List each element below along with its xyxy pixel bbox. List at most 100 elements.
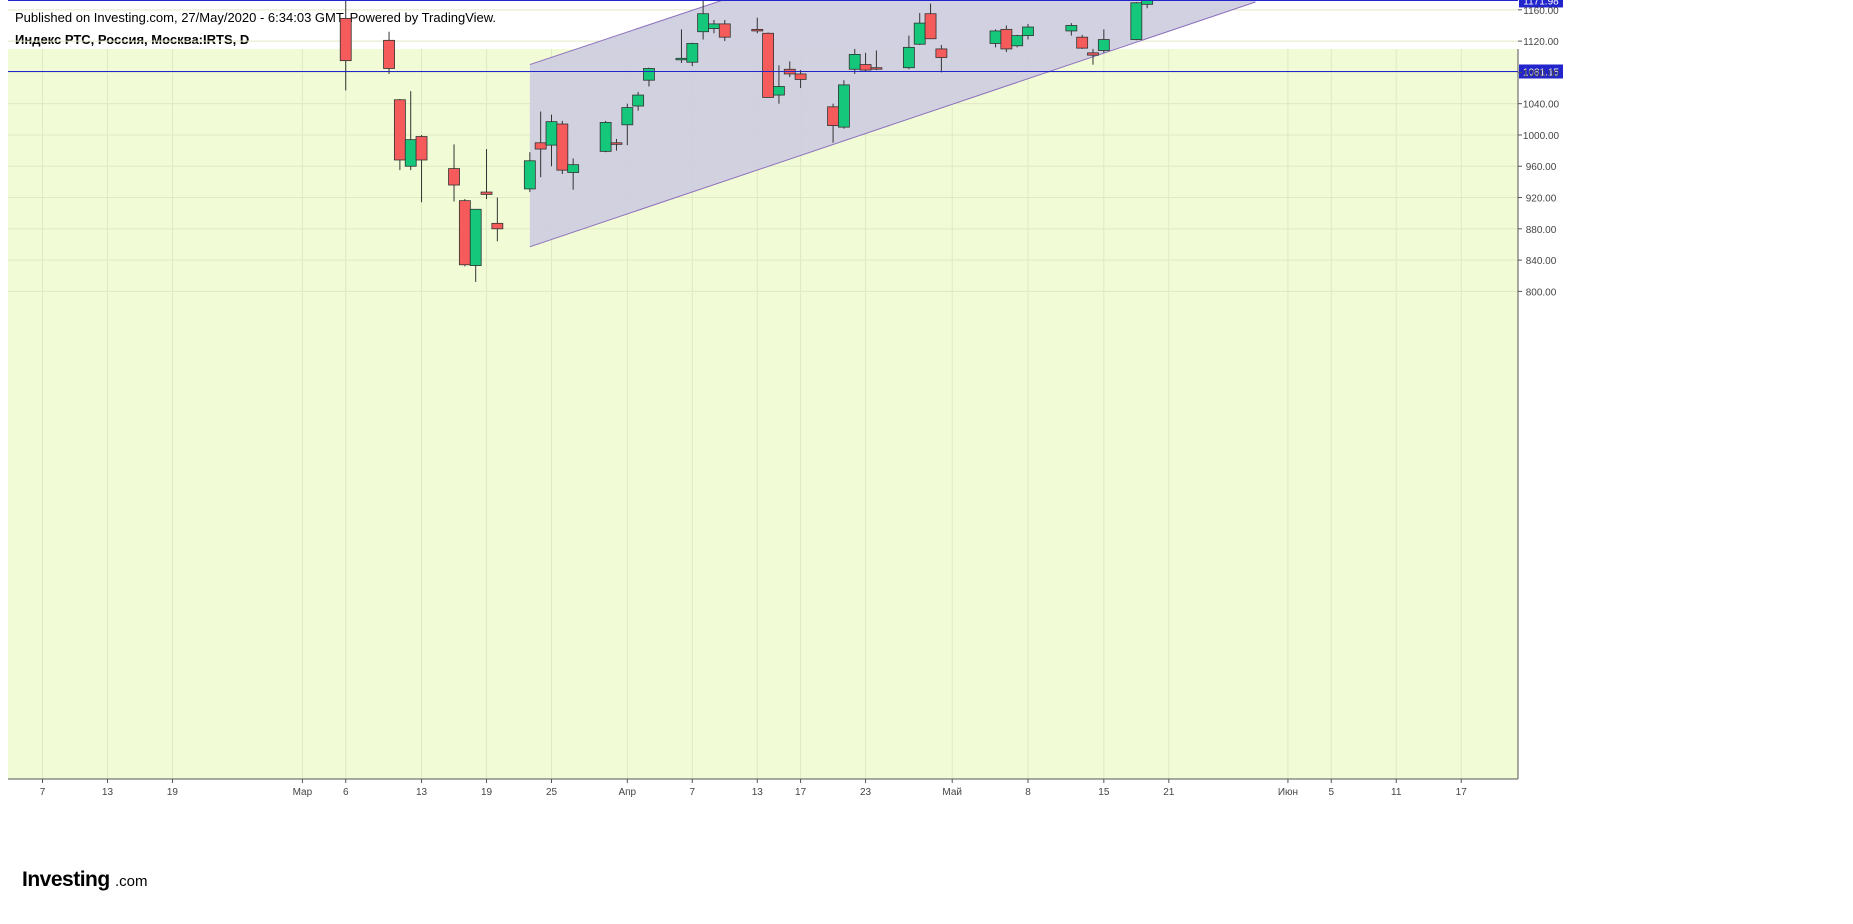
- x-tick-label: 5: [1328, 787, 1334, 798]
- channel-lower-line[interactable]: [529, 1, 1256, 248]
- candle-body: [1000, 28, 1013, 50]
- candle-body: [1065, 25, 1078, 32]
- candle-bear[interactable]: [458, 199, 471, 267]
- candle-bull[interactable]: [838, 80, 850, 129]
- candle-bear[interactable]: [1087, 48, 1099, 65]
- candle-bull[interactable]: [632, 91, 645, 111]
- candle-bear[interactable]: [415, 134, 428, 203]
- x-tick-label: 17: [1456, 787, 1468, 798]
- candle-bear[interactable]: [718, 19, 731, 42]
- candle-body: [632, 94, 645, 107]
- candle-body: [448, 168, 460, 186]
- y-tick-label: 1000.00: [1523, 131, 1560, 142]
- candles: [339, 0, 1159, 283]
- candle-body: [935, 48, 948, 58]
- candle-body: [708, 23, 720, 29]
- candle-body: [913, 22, 926, 45]
- candle-bull[interactable]: [599, 120, 612, 153]
- candle-body: [480, 191, 493, 195]
- candle-bear[interactable]: [491, 197, 504, 242]
- candle-bear[interactable]: [610, 138, 623, 151]
- candle-body: [383, 39, 395, 69]
- candle-body: [1097, 39, 1110, 51]
- candle-body: [567, 164, 580, 173]
- candle-bull[interactable]: [686, 42, 699, 67]
- candle-bull[interactable]: [1011, 34, 1024, 48]
- x-tick-label: Мар: [293, 787, 313, 798]
- x-tick-label: 7: [690, 787, 696, 798]
- candle-body: [989, 30, 1002, 44]
- candle-bear[interactable]: [870, 50, 883, 71]
- published-note: Published on Investing.com, 27/May/2020 …: [15, 10, 497, 25]
- y-tick-label: 960.00: [1526, 162, 1557, 173]
- candle-bull[interactable]: [643, 67, 655, 87]
- candle-bear[interactable]: [751, 17, 764, 34]
- candle-bear[interactable]: [1000, 25, 1013, 53]
- investing-logo: Investing .com: [22, 868, 148, 891]
- candle-body: [1141, 0, 1154, 5]
- candle-bear[interactable]: [935, 45, 948, 73]
- candle-bear[interactable]: [480, 149, 493, 200]
- candle-bull[interactable]: [1022, 23, 1034, 40]
- candle-bear[interactable]: [1076, 34, 1089, 49]
- candle-bear[interactable]: [339, 0, 352, 91]
- candle-body: [415, 136, 428, 161]
- x-tick-label: Май: [942, 787, 962, 798]
- candle-bull[interactable]: [469, 208, 482, 283]
- candle-bull[interactable]: [697, 0, 710, 40]
- candle-body: [610, 142, 623, 145]
- candle-bear[interactable]: [393, 98, 406, 171]
- candle-body: [870, 67, 883, 70]
- candle-bull[interactable]: [1097, 29, 1110, 53]
- axes: 800.00 840.00 880.00 920.00 960.00 1000.00 104…: [8, 6, 1560, 798]
- y-tick-label: 1120.00: [1523, 37, 1559, 48]
- candle-bear[interactable]: [534, 111, 547, 178]
- candle-body: [1130, 2, 1143, 40]
- watermark-suffix: .com: [115, 873, 148, 890]
- candle-bull[interactable]: [1141, 0, 1154, 9]
- candle-body: [469, 208, 482, 266]
- channel-upper-line[interactable]: [529, 0, 1256, 66]
- candle-bull[interactable]: [523, 152, 536, 193]
- candle-bear[interactable]: [383, 31, 395, 74]
- candle-body: [458, 200, 471, 266]
- candle-bull[interactable]: [1130, 1, 1143, 41]
- candle-body: [751, 28, 764, 32]
- watermark-brand: Investing: [22, 868, 110, 891]
- candle-bear[interactable]: [794, 70, 807, 89]
- candle-body: [902, 46, 915, 69]
- candle-body: [1076, 36, 1089, 49]
- candle-body: [643, 68, 655, 81]
- candle-bear[interactable]: [762, 32, 774, 98]
- candle-bull[interactable]: [902, 35, 915, 70]
- x-tick-label: 8: [1025, 787, 1031, 798]
- y-tick-label: 800.00: [1526, 287, 1557, 298]
- x-tick-label: 13: [416, 787, 428, 798]
- candle-body: [762, 32, 774, 98]
- y-tick-label: 840.00: [1526, 256, 1557, 267]
- candle-body: [491, 222, 504, 230]
- candle-body: [686, 43, 699, 63]
- candle-body: [1011, 35, 1024, 47]
- x-tick-label: 25: [546, 787, 558, 798]
- candle-body: [545, 121, 558, 146]
- candle-bull[interactable]: [1065, 23, 1078, 36]
- candle-body: [859, 64, 872, 71]
- x-tick-label: 17: [795, 787, 807, 798]
- x-tick-label: 23: [860, 787, 872, 798]
- candle-body: [827, 106, 839, 126]
- drawings: [529, 0, 1256, 248]
- candle-bull[interactable]: [621, 103, 634, 146]
- level-tag: [1519, 0, 1563, 8]
- candle-bear[interactable]: [924, 3, 937, 40]
- x-tick-label: Июн: [1278, 787, 1298, 798]
- candle-bear[interactable]: [448, 144, 460, 202]
- candle-body: [838, 84, 850, 128]
- x-tick-label: 7: [40, 787, 46, 798]
- candle-bull[interactable]: [567, 158, 580, 190]
- candle-bull[interactable]: [848, 48, 861, 74]
- x-tick-label: 19: [481, 787, 493, 798]
- candle-bear[interactable]: [556, 120, 569, 175]
